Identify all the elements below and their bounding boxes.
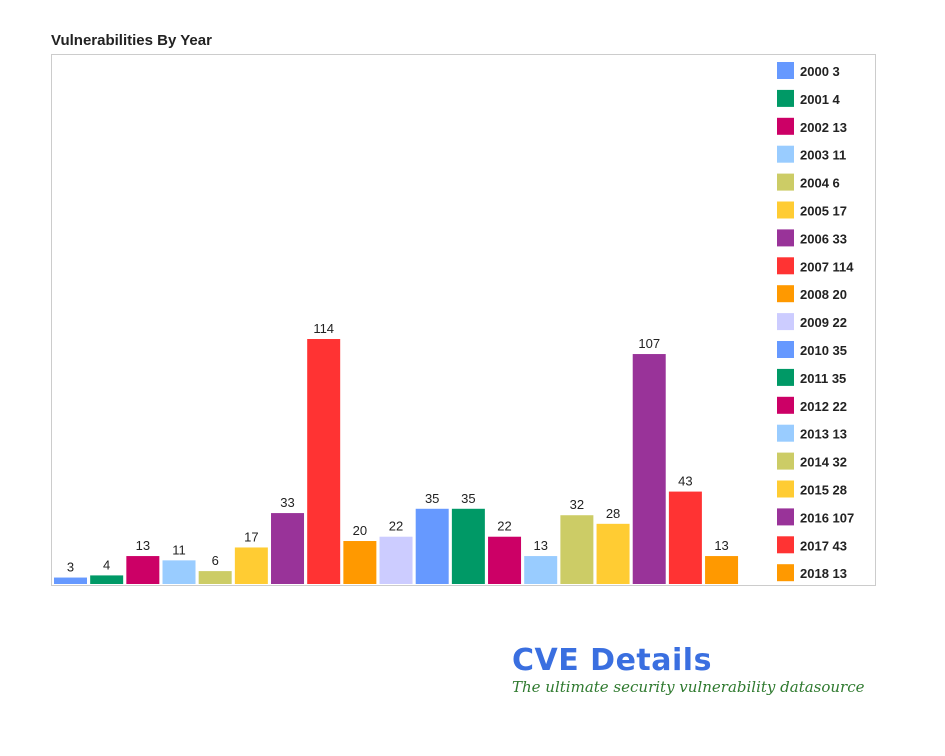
bar-2015[interactable] — [596, 523, 630, 584]
data-label-2011: 35 — [461, 491, 475, 506]
bar-2014[interactable] — [560, 515, 594, 584]
data-label-2008: 20 — [353, 523, 367, 538]
bar-2005[interactable] — [234, 547, 268, 584]
bar-2016[interactable] — [632, 354, 666, 584]
legend-swatch-2005 — [777, 201, 794, 219]
bar-2001[interactable] — [90, 575, 124, 584]
legend-swatch-2007 — [777, 257, 794, 275]
data-label-2012: 22 — [497, 519, 511, 534]
legend-label-2009: 2009 22 — [800, 315, 847, 330]
legend-label-2016: 2016 107 — [800, 510, 854, 525]
data-label-2006: 33 — [280, 495, 294, 510]
data-label-2014: 32 — [570, 497, 584, 512]
legend-swatch-2015 — [777, 480, 794, 498]
legend-label-2014: 2014 32 — [800, 455, 847, 470]
data-label-2001: 4 — [103, 557, 110, 572]
legend-label-2006: 2006 33 — [800, 231, 847, 246]
legend-swatch-2017 — [777, 536, 794, 554]
legend-label-2012: 2012 22 — [800, 399, 847, 414]
legend-swatch-2012 — [777, 396, 794, 414]
legend-label-2004: 2004 6 — [800, 176, 840, 191]
data-label-2017: 43 — [678, 474, 692, 489]
data-label-2005: 17 — [244, 529, 258, 544]
legend-label-2013: 2013 13 — [800, 427, 847, 442]
data-label-2015: 28 — [606, 506, 620, 521]
legend-label-2005: 2005 17 — [800, 204, 847, 219]
legend-swatch-2004 — [777, 173, 794, 191]
bar-2000[interactable] — [54, 577, 87, 584]
legend-swatch-2014 — [777, 452, 794, 470]
brand-tagline: The ultimate security vulnerability data… — [512, 678, 865, 696]
data-label-2002: 13 — [136, 538, 150, 553]
bar-2008[interactable] — [343, 541, 377, 584]
legend-label-2007: 2007 114 — [800, 259, 854, 274]
bar-2013[interactable] — [524, 556, 558, 584]
legend-label-2003: 2003 11 — [800, 148, 846, 163]
data-label-2013: 13 — [533, 538, 547, 553]
legend-swatch-2008 — [777, 285, 794, 303]
legend-swatch-2011 — [777, 368, 794, 386]
legend-swatch-2013 — [777, 424, 794, 442]
legend-swatch-2016 — [777, 508, 794, 526]
data-label-2018: 13 — [714, 538, 728, 553]
bar-2003[interactable] — [162, 560, 196, 584]
legend-label-2000: 2000 3 — [800, 64, 840, 79]
bar-2002[interactable] — [126, 556, 160, 584]
legend-swatch-2003 — [777, 145, 794, 163]
cve-details-logo[interactable]: CVE Details The ultimate security vulner… — [512, 643, 865, 697]
legend-label-2015: 2015 28 — [800, 483, 847, 498]
data-label-2009: 22 — [389, 519, 403, 534]
bar-2006[interactable] — [271, 513, 305, 584]
plot-frame — [51, 54, 876, 586]
data-label-2010: 35 — [425, 491, 439, 506]
data-label-2004: 6 — [212, 553, 219, 568]
data-label-2003: 11 — [172, 542, 186, 557]
legend-label-2018: 2018 13 — [800, 566, 847, 581]
brand-name: CVE Details — [512, 643, 712, 678]
legend-label-2001: 2001 4 — [800, 92, 841, 107]
bar-chart: 3 4 13 11 6 17 33 114 20 22 35 35 22 13 32 28 107 43 13 20… — [51, 54, 876, 586]
chart-title: Vulnerabilities By Year — [51, 32, 212, 49]
data-label-2000: 3 — [67, 560, 74, 575]
bar-2004[interactable] — [198, 571, 232, 584]
legend-label-2008: 2008 20 — [800, 287, 847, 302]
legend-label-2017: 2017 43 — [800, 538, 847, 553]
data-label-2016: 107 — [638, 336, 660, 351]
legend-label-2010: 2010 35 — [800, 343, 847, 358]
legend-swatch-2001 — [777, 89, 794, 107]
bar-2010[interactable] — [415, 508, 449, 584]
bar-2018[interactable] — [705, 556, 739, 584]
bar-2012[interactable] — [488, 536, 522, 584]
legend-swatch-2002 — [777, 117, 794, 135]
legend: 2000 3 2001 4 2002 13 2003 11 2004 6 2005 17 2… — [777, 62, 854, 582]
legend-label-2011: 2011 35 — [800, 371, 846, 386]
legend-swatch-2009 — [777, 313, 794, 331]
data-label-2007: 114 — [313, 321, 334, 336]
bar-2007[interactable] — [307, 339, 341, 584]
legend-swatch-2018 — [777, 564, 794, 582]
bar-2011[interactable] — [451, 508, 485, 584]
legend-swatch-2000 — [777, 62, 794, 79]
legend-label-2002: 2002 13 — [800, 120, 847, 135]
bar-2009[interactable] — [379, 536, 413, 584]
legend-swatch-2010 — [777, 341, 794, 358]
bar-2017[interactable] — [668, 491, 702, 584]
legend-swatch-2006 — [777, 229, 794, 247]
